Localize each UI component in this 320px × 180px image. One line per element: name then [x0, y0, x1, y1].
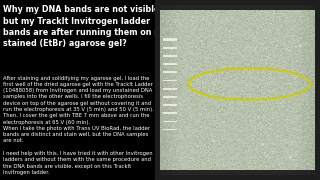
Bar	[198, 82, 210, 85]
Bar	[243, 82, 254, 85]
Bar	[163, 96, 177, 98]
Text: After staining and solidifying my agarose gel, I load the
first well of the drie: After staining and solidifying my agaros…	[3, 76, 154, 175]
Bar	[163, 55, 177, 57]
Bar	[163, 71, 177, 73]
Bar	[163, 129, 177, 130]
Text: Why my DNA bands are not visible
but my TrackIt Invitrogen ladder
bands are afte: Why my DNA bands are not visible but my …	[3, 5, 173, 48]
Bar	[163, 104, 177, 106]
Bar	[286, 82, 297, 85]
Bar	[163, 88, 177, 90]
Bar	[163, 47, 177, 49]
Bar	[163, 80, 177, 82]
Bar	[163, 63, 177, 65]
Bar	[264, 82, 276, 85]
Bar	[221, 82, 233, 85]
Bar	[163, 38, 177, 41]
Bar	[163, 121, 177, 122]
Bar	[163, 112, 177, 114]
